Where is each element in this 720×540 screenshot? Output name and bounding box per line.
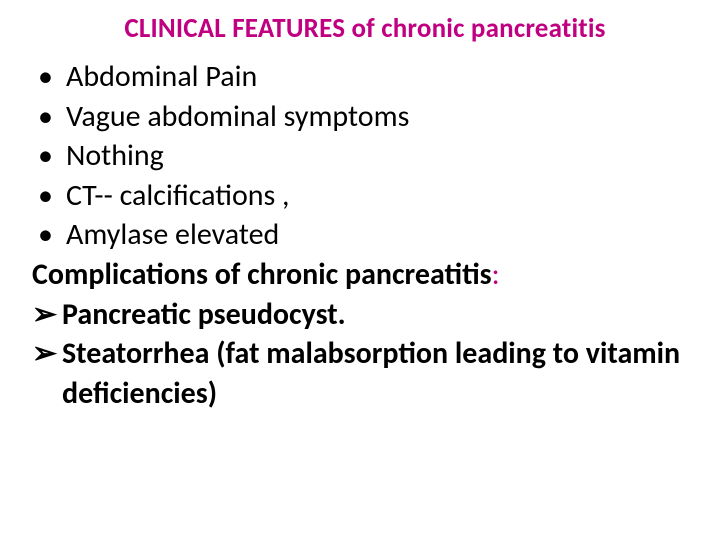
- arrow-item: ➢ Pancreatic pseudocyst.: [32, 295, 698, 335]
- arrow-icon: ➢: [32, 295, 62, 335]
- arrow-text: Pancreatic pseudocyst.: [62, 295, 346, 335]
- bullet-text: Nothing: [66, 136, 164, 176]
- bullet-icon: •: [38, 215, 66, 255]
- bullet-text: CT-- calcifications ,: [66, 176, 290, 216]
- subheading-text: Complications of chronic pancreatitis: [32, 256, 492, 293]
- bullet-item: • Abdominal Pain: [38, 57, 698, 97]
- bullet-item: • Nothing: [38, 136, 698, 176]
- bullet-item: • Amylase elevated: [38, 215, 698, 255]
- bullet-item: • CT-- calcifications ,: [38, 176, 698, 216]
- arrow-text: Steatorrhea (fat malabsorption leading t…: [62, 334, 698, 413]
- arrow-icon: ➢: [32, 334, 62, 374]
- bullet-item: • Vague abdominal symptoms: [38, 97, 698, 137]
- bullet-icon: •: [38, 136, 66, 176]
- bullet-text: Abdominal Pain: [66, 57, 257, 97]
- complications-subheading: Complications of chronic pancreatitis:: [32, 255, 698, 295]
- bullet-icon: •: [38, 176, 66, 216]
- bullet-icon: •: [38, 97, 66, 137]
- arrow-item: ➢ Steatorrhea (fat malabsorption leading…: [32, 334, 698, 413]
- bullet-text: Vague abdominal symptoms: [66, 97, 409, 137]
- bullet-text: Amylase elevated: [66, 215, 279, 255]
- bullet-icon: •: [38, 57, 66, 97]
- slide-title: CLINICAL FEATURES of chronic pancreatiti…: [32, 12, 698, 45]
- subheading-colon: :: [492, 256, 500, 293]
